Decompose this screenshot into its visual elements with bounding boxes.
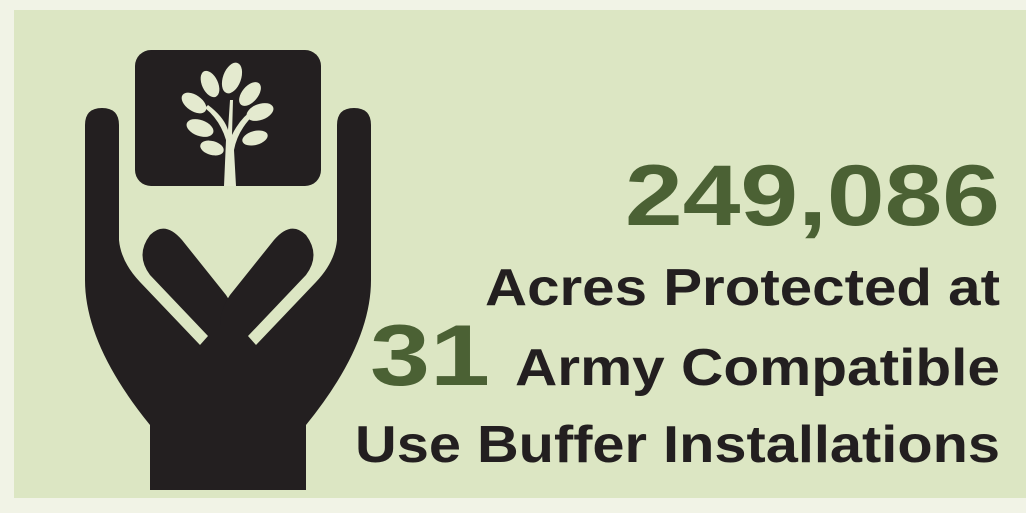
installations-caption-1: Army Compatible (515, 339, 1000, 397)
box (135, 50, 321, 186)
icon (85, 50, 371, 490)
installations-caption-2: Use Buffer Installations (355, 416, 1000, 474)
installations-number: 31 (370, 308, 490, 404)
tree (181, 62, 274, 186)
acres-caption: Acres Protected at (485, 259, 1000, 317)
right-hand (220, 108, 371, 490)
acres-number: 249,086 (625, 148, 1000, 244)
left-hand (85, 108, 236, 490)
